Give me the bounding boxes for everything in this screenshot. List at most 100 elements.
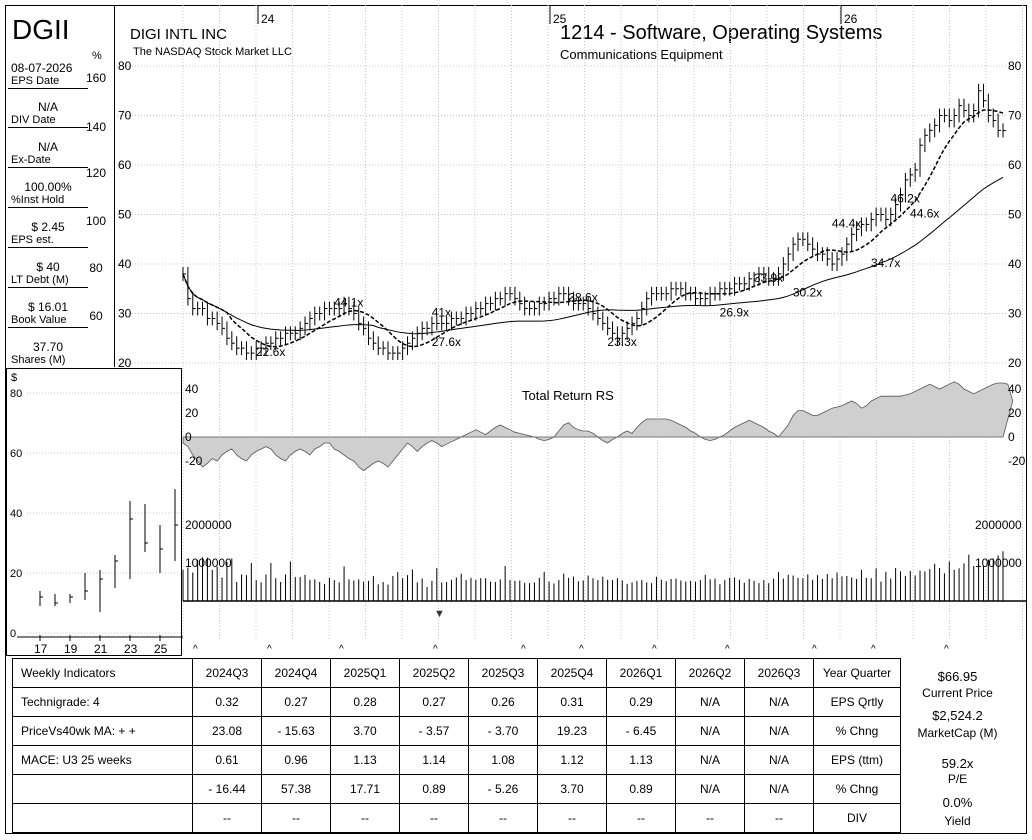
table-cell: 0.29 (606, 687, 676, 717)
row-label: PriceVs40wk MA: + + (12, 716, 193, 746)
row-right-label: % Chng (813, 774, 901, 804)
pe-annotation: 33.9x (754, 271, 783, 285)
pct-tick: 160 (86, 71, 107, 85)
table-cell: 0.61 (192, 745, 262, 775)
book-value-box: $ 16.01 Book Value (8, 300, 88, 328)
pe-annotation: 44.1x (334, 296, 363, 310)
mini-x-label: 23 (124, 642, 138, 656)
table-cell: -- (744, 803, 814, 833)
rs-axis-tick-left: 40 (185, 382, 199, 396)
current-price-label: Current Price (922, 686, 993, 700)
yield-value: 0.0% (942, 795, 973, 810)
table-cell: N/A (675, 716, 745, 746)
div-date-value: N/A (37, 100, 58, 114)
ma40-line (182, 176, 1004, 335)
rs-axis-tick-right: 40 (1008, 382, 1022, 396)
table-cell: - 3.70 (468, 716, 538, 746)
shares-box: 37.70 Shares (M) (8, 340, 88, 367)
indicator-table: Weekly Indicators 2024Q3 2024Q4 2025Q1 2… (12, 658, 901, 833)
pct-tick: 140 (86, 120, 107, 134)
table-cell: 1.08 (468, 745, 538, 775)
price-axis-tick-left: 60 (118, 158, 132, 172)
table-cell: 0.96 (261, 745, 331, 775)
company-name: DIGI INTL INC (130, 26, 227, 43)
year-marker-label: 24 (261, 12, 275, 26)
chart-frame (5, 5, 1027, 834)
mini-x-label: 21 (94, 642, 108, 656)
price-axis-tick-right: 40 (1008, 257, 1022, 271)
table-header-cell: Year Quarter (813, 658, 901, 688)
price-axis-tick-left: 40 (118, 257, 132, 271)
year-marker-label: 26 (844, 12, 858, 26)
pct-tick: 60 (89, 309, 103, 323)
rs-axis-tick-right: 20 (1008, 406, 1022, 420)
inst-hold-label: %Inst Hold (11, 194, 65, 206)
price-axis-tick-left: 20 (118, 356, 132, 370)
table-cell: 0.32 (192, 687, 262, 717)
price-axis-tick-right: 20 (1008, 356, 1022, 370)
pe-annotation: 30.2x (793, 286, 822, 300)
table-header-cell: 2024Q4 (261, 658, 331, 688)
table-cell: N/A (675, 745, 745, 775)
main-chart: 22.6x 44.1x 41x 27.6x 38.6x 23.3x 26.9x 33.9x 30… (117, 5, 1027, 655)
eps-est-label: EPS est. (11, 234, 54, 246)
price-axis-tick-right: 30 (1008, 307, 1022, 321)
table-cell: 0.28 (330, 687, 400, 717)
table-header-cell: 2025Q3 (468, 658, 538, 688)
year-marker-label: 25 (553, 12, 567, 26)
table-cell: -- (399, 803, 469, 833)
market-cap-value: $2,524.2 (932, 708, 983, 723)
rs-axis-tick-right: -20 (1008, 454, 1026, 468)
long-term-chart: 80 60 40 20 0 $17 19 21 23 25 (6, 368, 193, 656)
mini-axis-tick: 20 (10, 568, 22, 580)
table-cell: 1.14 (399, 745, 469, 775)
table-header-cell: 2025Q1 (330, 658, 400, 688)
row-right-label: EPS (ttm) (813, 745, 901, 775)
mini-x-label: 19 (64, 642, 78, 656)
table-header-cell: 2026Q2 (675, 658, 745, 688)
exchange-name: The NASDAQ Stock Market LLC (133, 46, 292, 58)
rs-axis-tick-left: 0 (185, 430, 192, 444)
industry-title: 1214 - Software, Operating Systems (560, 22, 883, 44)
price-axis-tick-right: 60 (1008, 158, 1022, 172)
ex-date-label: Ex-Date (11, 154, 51, 166)
pe-label: P/E (947, 772, 968, 786)
table-row: -- -- -- -- -- -- -- -- -- DIV (12, 803, 901, 833)
table-cell: 19.23 (537, 716, 607, 746)
table-row: Technigrade: 4 0.32 0.27 0.28 0.27 0.26 … (12, 687, 901, 717)
table-row: - 16.44 57.38 17.71 0.89 - 5.26 3.70 0.8… (12, 774, 901, 804)
pe-annotation: 44.6x (910, 206, 939, 220)
ticker-symbol: DGII (12, 14, 70, 45)
table-header-cell: 2026Q3 (744, 658, 814, 688)
caret-marker: ^ (433, 644, 438, 655)
table-cell: -- (468, 803, 538, 833)
rs-title: Total Return RS (522, 388, 614, 403)
mini-x-label: 17 (34, 642, 48, 656)
table-cell: N/A (744, 745, 814, 775)
row-label (12, 774, 193, 804)
caret-marker: ^ (193, 644, 198, 655)
pe-annotation: 34.7x (871, 256, 900, 270)
volume-axis-tick-right: 1000000 (975, 556, 1022, 570)
caret-marker: ^ (267, 644, 272, 655)
table-cell: - 15.63 (261, 716, 331, 746)
caret-marker: ^ (812, 644, 817, 655)
table-cell: 0.89 (399, 774, 469, 804)
table-cell: N/A (675, 687, 745, 717)
rs-axis-tick-left: -20 (185, 454, 203, 468)
price-axis-tick-right: 70 (1008, 109, 1022, 123)
table-cell: 0.89 (606, 774, 676, 804)
table-header-cell: 2025Q4 (537, 658, 607, 688)
table-cell: 57.38 (261, 774, 331, 804)
table-header-row: Weekly Indicators 2024Q3 2024Q4 2025Q1 2… (12, 658, 901, 688)
pe-value: 59.2x (941, 756, 974, 771)
eps-est-value: $ 2.45 (31, 220, 65, 234)
table-cell: -- (537, 803, 607, 833)
pe-annotation: 41x (432, 305, 451, 319)
mini-axis-tick: 40 (10, 508, 22, 520)
table-cell: N/A (675, 774, 745, 804)
table-cell: - 3.57 (399, 716, 469, 746)
pct-tick: 80 (89, 261, 103, 275)
inst-hold-value: 100.00% (24, 180, 72, 194)
table-cell: 0.27 (399, 687, 469, 717)
